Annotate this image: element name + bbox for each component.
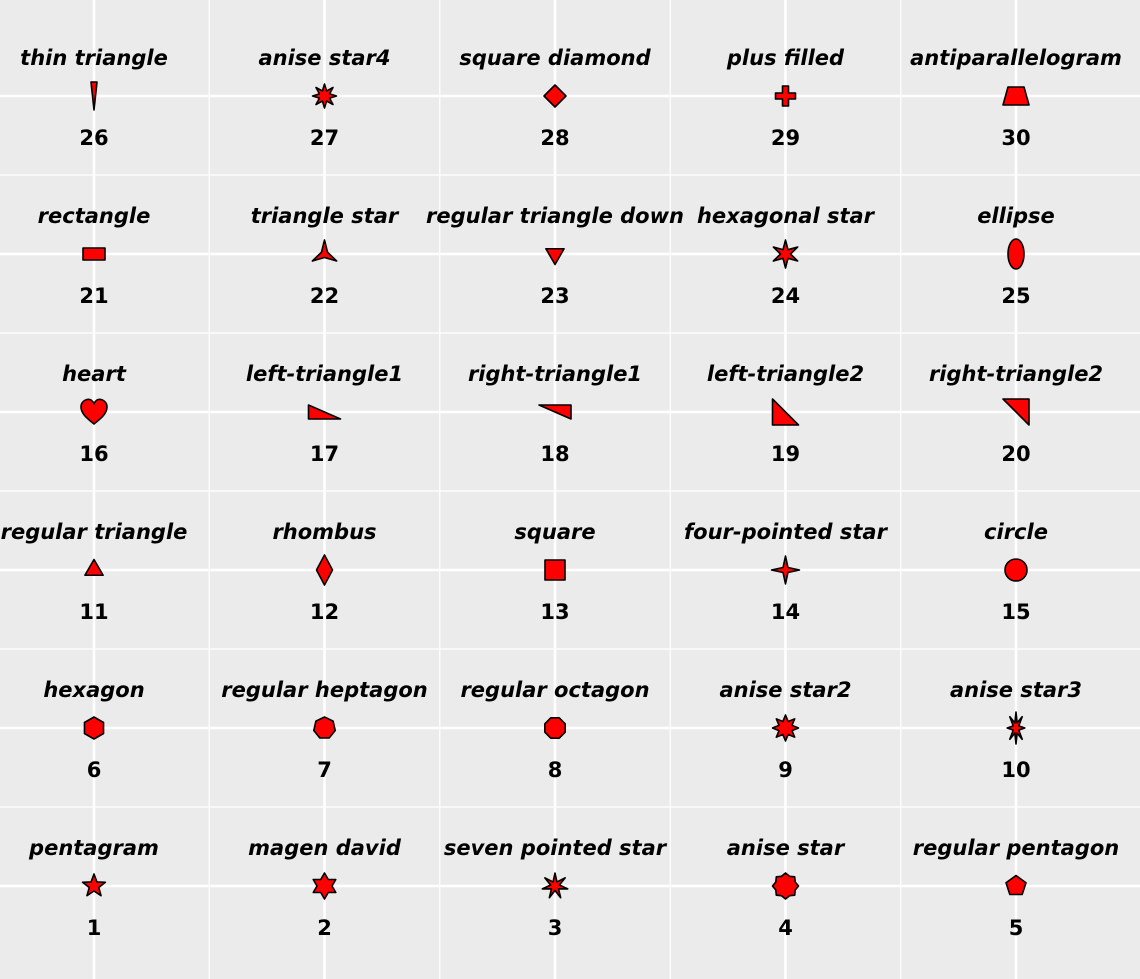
shape-name-label: regular heptagon xyxy=(221,678,427,702)
shape-name-label: square diamond xyxy=(459,46,651,70)
shape-number-label: 14 xyxy=(771,600,800,624)
shape-name-label: anise star4 xyxy=(258,46,390,70)
shape-number-label: 8 xyxy=(548,758,563,782)
marker-four-pointed-star xyxy=(770,555,801,585)
shape-name-label: plus filled xyxy=(726,46,845,70)
marker-pentagram xyxy=(81,873,107,897)
marker-heptagon xyxy=(312,716,337,739)
shape-number-label: 30 xyxy=(1001,126,1030,150)
shape-number-label: 18 xyxy=(540,442,569,466)
shape-name-label: antiparallelogram xyxy=(910,46,1122,70)
shape-name-label: hexagon xyxy=(43,678,144,702)
shape-name-label: left-triangle1 xyxy=(246,362,403,386)
marker-heart xyxy=(80,398,108,425)
shape-name-label: triangle star xyxy=(251,204,400,228)
shape-number-label: 12 xyxy=(310,600,339,624)
shape-name-label: ellipse xyxy=(977,204,1055,228)
markers xyxy=(80,81,1030,900)
shape-number-label: 16 xyxy=(79,442,108,466)
shape-number-label: 11 xyxy=(79,600,108,624)
shape-name-label: regular triangle down xyxy=(426,204,684,228)
shape-name-label: seven pointed star xyxy=(444,836,668,860)
shape-name-label: thin triangle xyxy=(20,46,168,70)
marker-antiparallelogram xyxy=(1002,86,1030,106)
shape-name-label: regular octagon xyxy=(460,678,649,702)
shape-number-label: 23 xyxy=(540,284,569,308)
marker-plus-filled xyxy=(774,85,797,107)
shape-name-label: magen david xyxy=(248,836,402,860)
shape-number-label: 17 xyxy=(310,442,339,466)
shape-name-label: anise star xyxy=(727,836,846,860)
marker-anise-star xyxy=(771,872,800,900)
marker-ellipse xyxy=(1007,238,1025,270)
marker-anise-star4 xyxy=(311,83,338,109)
shape-name-label: anise star3 xyxy=(950,678,1082,702)
marker-rhombus xyxy=(315,554,334,586)
shape-name-label: circle xyxy=(984,520,1048,544)
shape-name-label: pentagram xyxy=(28,836,159,860)
shape-number-label: 9 xyxy=(778,758,793,782)
marker-left-triangle1 xyxy=(307,404,342,420)
shape-name-label: rhombus xyxy=(272,520,376,544)
shape-name-label: four-pointed star xyxy=(684,520,889,544)
shape-number-label: 5 xyxy=(1009,916,1024,940)
shape-number-label: 1 xyxy=(87,916,102,940)
shape-name-label: hexagonal star xyxy=(697,204,876,228)
shape-number-label: 15 xyxy=(1001,600,1030,624)
marker-right-triangle2 xyxy=(1002,398,1030,426)
shape-number-label: 27 xyxy=(310,126,339,150)
shape-number-label: 3 xyxy=(548,916,563,940)
shape-number-label: 6 xyxy=(87,758,102,782)
marker-circle xyxy=(1004,558,1028,582)
marker-left-triangle2 xyxy=(771,398,800,426)
marker-right-triangle1 xyxy=(538,404,572,420)
marker-anise-star3 xyxy=(1006,711,1026,745)
marker-seven-pointed-star xyxy=(541,872,569,899)
marker-triangle-up xyxy=(84,558,104,577)
shape-name-label: rectangle xyxy=(38,204,151,228)
shape-number-label: 19 xyxy=(771,442,800,466)
shape-name-label: right-triangle1 xyxy=(468,362,642,386)
shape-number-label: 10 xyxy=(1001,758,1030,782)
marker-octagon xyxy=(544,717,566,739)
shape-number-label: 13 xyxy=(540,600,569,624)
shape-number-label: 29 xyxy=(771,126,800,150)
shape-name-label: square xyxy=(514,520,595,544)
marker-rectangle xyxy=(82,247,106,261)
marker-triangle-down xyxy=(545,247,565,266)
marker-thin-triangle xyxy=(90,81,98,111)
shape-name-label: heart xyxy=(62,362,127,386)
shape-number-label: 28 xyxy=(540,126,569,150)
shape-number-label: 25 xyxy=(1001,284,1030,308)
marker-pentagon xyxy=(1005,874,1027,896)
shape-name-label: left-triangle2 xyxy=(707,362,864,386)
marker-hexagonal-star xyxy=(772,239,799,269)
marker-hexagon xyxy=(83,716,105,740)
marker-magen-david xyxy=(312,872,337,900)
shape-number-label: 26 xyxy=(79,126,108,150)
marker-triangle-star xyxy=(311,239,338,262)
shape-name-label: regular pentagon xyxy=(913,836,1119,860)
shape-number-label: 2 xyxy=(317,916,332,940)
shape-number-label: 24 xyxy=(771,284,800,308)
shape-name-label: anise star2 xyxy=(719,678,851,702)
shape-number-label: 20 xyxy=(1001,442,1030,466)
shape-name-label: right-triangle2 xyxy=(929,362,1103,386)
marker-anise-star2 xyxy=(771,714,800,742)
shape-name-label: regular triangle xyxy=(1,520,188,544)
shape-number-label: 7 xyxy=(317,758,332,782)
shape-number-label: 21 xyxy=(79,284,108,308)
shape-number-label: 4 xyxy=(778,916,793,940)
shape-number-label: 22 xyxy=(310,284,339,308)
marker-square xyxy=(544,559,566,581)
marker-square-diamond xyxy=(543,84,567,108)
